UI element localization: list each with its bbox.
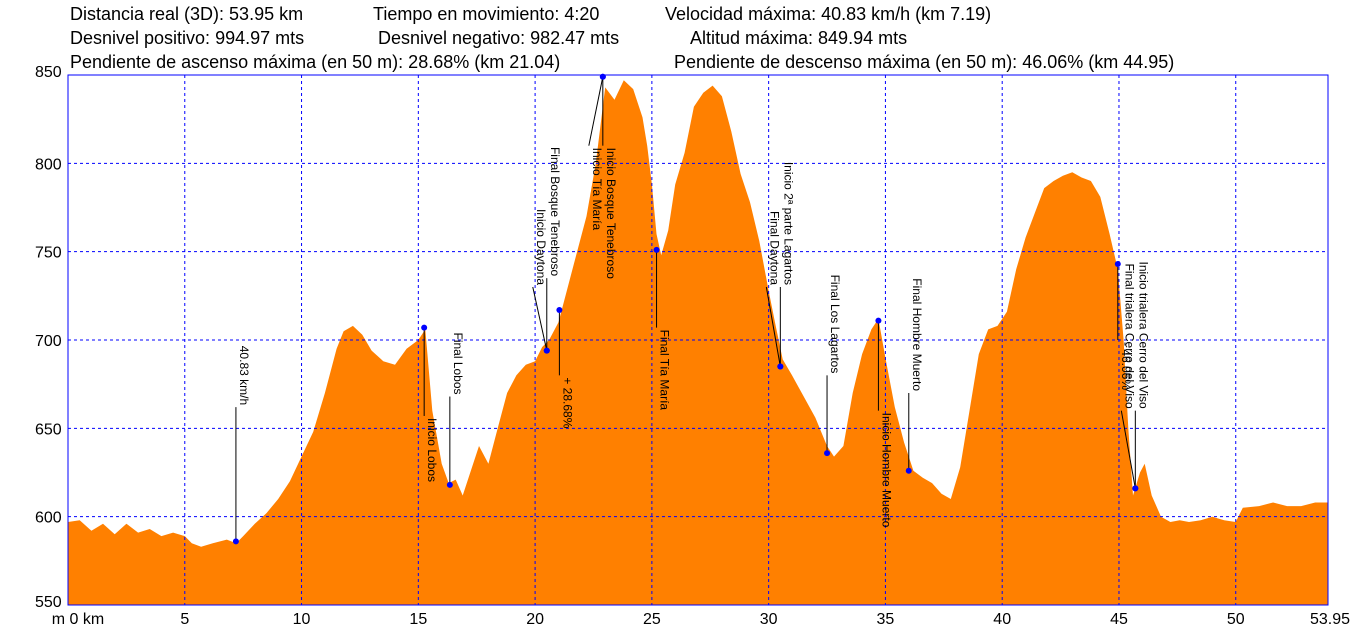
waypoint-label: Final Bosque Tenebroso	[548, 147, 562, 277]
waypoint-marker	[599, 73, 606, 80]
waypoint-marker	[1132, 485, 1139, 492]
waypoint-label: + 28.68%	[560, 377, 574, 428]
waypoint-label: Final Los Lagartos	[828, 275, 842, 374]
stat-max-altitude: Altitud máxima: 849.94 mts	[690, 28, 908, 48]
waypoint-label: Final trialera Cerro del Viso	[1122, 263, 1136, 408]
waypoint-label: Inicio Daytona	[534, 209, 548, 285]
x-tick-label: m 0 km	[52, 611, 104, 628]
y-tick-label: 600	[35, 510, 62, 527]
stat-moving-time: Tiempo en movimiento: 4:20	[373, 4, 600, 24]
stat-ascent: Desnivel positivo: 994.97 mts	[70, 28, 305, 48]
waypoint-label: Inicio Tía María	[590, 148, 604, 231]
waypoint-label: Final Hombre Muerto	[910, 278, 924, 391]
waypoint-marker	[421, 324, 428, 331]
waypoint-marker	[556, 306, 563, 313]
waypoint-marker	[905, 467, 912, 474]
waypoint-label: Final Lobos	[451, 332, 465, 394]
x-tick-label: 35	[877, 611, 895, 628]
waypoint-label: Inicio trialera Cerro del Viso	[1136, 261, 1150, 409]
waypoint-marker	[232, 538, 239, 545]
waypoint-leader	[1120, 410, 1136, 489]
waypoint-marker	[653, 246, 660, 253]
stat-max-speed: Velocidad máxima: 40.83 km/h (km 7.19)	[665, 4, 992, 24]
x-tick-label: 45	[1110, 611, 1128, 628]
waypoint-leader	[765, 286, 781, 367]
stat-distance: Distancia real (3D): 53.95 km	[70, 4, 304, 24]
waypoint-marker	[824, 450, 831, 457]
x-tick-label: 20	[526, 611, 544, 628]
waypoint-label: Final Tía María	[658, 330, 672, 411]
y-tick-label: 750	[35, 245, 62, 262]
waypoint-marker	[777, 363, 784, 370]
waypoint-leader	[532, 286, 548, 351]
y-tick-label: 550	[35, 594, 62, 611]
waypoint-label: Inicio Lobos	[425, 418, 439, 482]
waypoint-label: Inicio 2ª parte Lagartos	[781, 162, 795, 285]
stat-max-up-slope: Pendiente de ascenso máxima (en 50 m): 2…	[70, 52, 561, 72]
waypoint-leader	[588, 76, 604, 146]
waypoint-label: - 46.06%	[1119, 342, 1133, 390]
waypoint-label: Final Daytona	[767, 211, 781, 285]
x-tick-label: 10	[293, 611, 311, 628]
y-tick-label: 700	[35, 333, 62, 350]
x-tick-label: 5	[180, 611, 189, 628]
x-tick-label: 40	[993, 611, 1011, 628]
x-tick-label: 53.95	[1310, 611, 1350, 628]
x-tick-label: 30	[760, 611, 778, 628]
waypoint-label: Inicio Hombre Muerto	[879, 413, 893, 528]
waypoint-label: Inicio Bosque Tenebroso	[604, 148, 618, 280]
plot-frame	[67, 74, 1329, 606]
y-tick-label: 650	[35, 421, 62, 438]
waypoint-marker	[446, 481, 453, 488]
x-tick-label: 15	[409, 611, 427, 628]
stat-max-down-slope: Pendiente de descenso máxima (en 50 m): …	[674, 52, 1175, 72]
waypoint-marker	[875, 317, 882, 324]
waypoint-marker	[1114, 261, 1121, 268]
y-tick-label: 850	[35, 64, 62, 81]
waypoint-marker	[543, 347, 550, 354]
y-tick-label: 800	[35, 156, 62, 173]
waypoint-label: 40.83 km/h	[237, 346, 251, 405]
x-tick-label: 50	[1227, 611, 1245, 628]
elevation-area	[68, 80, 1328, 606]
stat-descent: Desnivel negativo: 982.47 mts	[378, 28, 620, 48]
x-tick-label: 25	[643, 611, 661, 628]
